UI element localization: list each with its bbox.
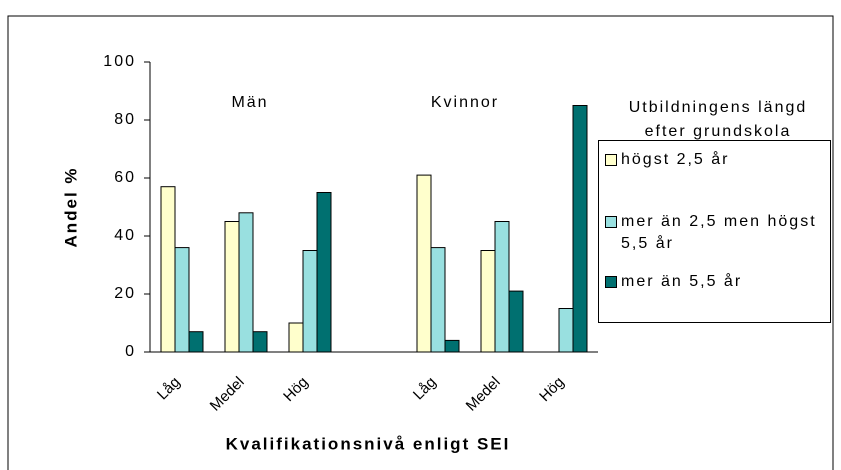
x-tick-label: Låg	[154, 374, 184, 404]
bar	[572, 105, 588, 353]
legend-item: mer än 5,5 år	[605, 271, 826, 293]
legend-item: högst 2,5 år	[605, 149, 826, 171]
bar	[430, 247, 446, 353]
annotation: Män	[231, 94, 268, 111]
bar	[444, 339, 460, 353]
x-tick-label: Hög	[280, 374, 311, 405]
y-axis-title: Andel %	[61, 166, 80, 247]
x-tick-label: Medel	[207, 374, 248, 415]
legend-label: högst 2,5 år	[621, 151, 730, 168]
y-tick-label: 0	[125, 343, 136, 360]
bar	[224, 221, 240, 353]
legend-title: Utbildningens längd efter grundskola	[628, 99, 808, 140]
bar	[316, 192, 332, 353]
legend-item: mer än 2,5 men högst 5,5 år	[605, 211, 826, 255]
bar	[494, 221, 510, 353]
bar	[416, 174, 432, 353]
frame	[7, 15, 834, 470]
y-tick-label: 40	[114, 227, 136, 244]
bar	[288, 322, 304, 353]
legend-swatch	[605, 154, 617, 166]
bar	[238, 212, 254, 353]
bar	[188, 331, 204, 353]
y-tick-label: 60	[114, 169, 136, 186]
annotation: Kvinnor	[431, 94, 499, 111]
bar	[558, 308, 574, 353]
y-tick-label: 20	[114, 285, 136, 302]
bar	[480, 250, 496, 353]
legend-swatch	[605, 276, 617, 288]
x-tick-label: Medel	[463, 374, 504, 415]
x-tick-label: Låg	[410, 374, 440, 404]
bar	[174, 247, 190, 353]
x-axis-title: Kvalifikationsnivå enligt SEI	[226, 434, 511, 453]
y-tick-label: 100	[103, 53, 136, 70]
bar	[160, 186, 176, 353]
bar	[508, 290, 524, 353]
legend-swatch	[605, 216, 617, 228]
x-tick-label: Hög	[536, 374, 567, 405]
bar	[302, 250, 318, 353]
bar	[252, 331, 268, 353]
legend-label: mer än 2,5 men högst 5,5 år	[621, 213, 817, 252]
legend-label: mer än 5,5 år	[621, 273, 743, 290]
y-tick-label: 80	[114, 111, 136, 128]
legend: högst 2,5 år mer än 2,5 men högst 5,5 år m…	[598, 140, 831, 323]
